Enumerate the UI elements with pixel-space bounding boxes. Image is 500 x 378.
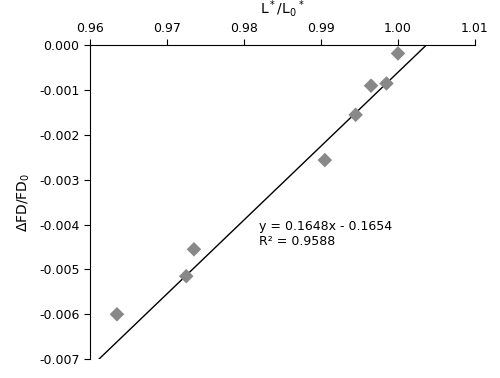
Point <box>394 50 402 56</box>
Point <box>367 83 375 89</box>
Point <box>321 157 329 163</box>
Text: y = 0.1648x - 0.1654
R² = 0.9588: y = 0.1648x - 0.1654 R² = 0.9588 <box>260 220 392 248</box>
Point <box>113 311 121 317</box>
Point <box>352 112 360 118</box>
X-axis label: L$^*$/L$_0$$^*$: L$^*$/L$_0$$^*$ <box>260 0 305 19</box>
Y-axis label: $\Delta$FD/FD$_0$: $\Delta$FD/FD$_0$ <box>16 173 32 232</box>
Point <box>182 273 190 279</box>
Point <box>382 81 390 87</box>
Point <box>190 246 198 253</box>
